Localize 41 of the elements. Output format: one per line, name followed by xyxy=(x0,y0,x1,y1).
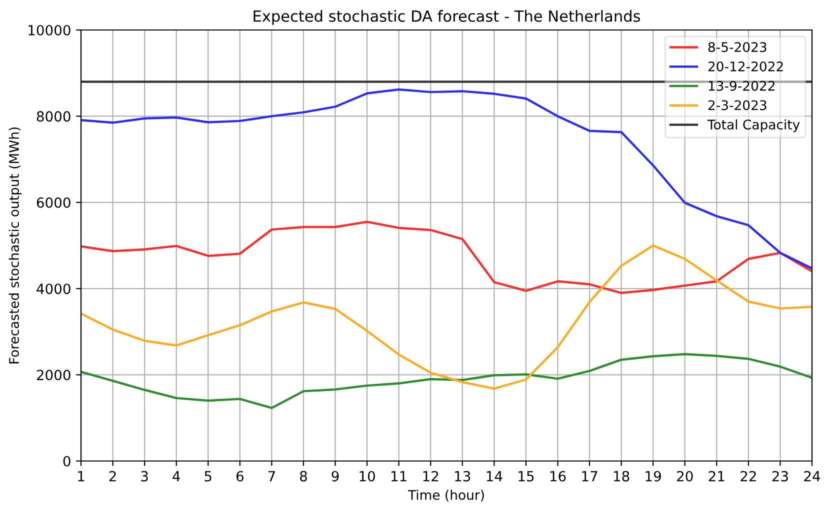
x-tick-label: 21 xyxy=(708,470,724,482)
x-tick-label: 23 xyxy=(772,470,788,482)
x-tick-label: 16 xyxy=(550,470,566,482)
legend-label: Total Capacity xyxy=(707,119,800,132)
y-tick-label: 6000 xyxy=(36,197,70,208)
x-tick-label: 6 xyxy=(236,470,244,482)
x-tick-label: 15 xyxy=(518,471,534,482)
x-tick-label: 2 xyxy=(109,470,116,482)
line-series xyxy=(81,353,812,410)
y-tick-label: 2000 xyxy=(36,370,70,380)
line-series xyxy=(81,244,812,390)
legend-label: 20-12-2022 xyxy=(708,61,783,72)
y-tick-label: 8000 xyxy=(36,111,70,122)
x-tick-label: 17 xyxy=(582,471,598,482)
x-tick-label: 14 xyxy=(486,471,502,482)
x-tick-label: 20 xyxy=(677,470,693,482)
y-tick-label: 0 xyxy=(63,456,70,466)
y-tick-label: 4000 xyxy=(36,284,70,294)
legend-label: 8-5-2023 xyxy=(708,42,766,52)
x-tick-label: 12 xyxy=(423,470,438,482)
x-tick-label: 24 xyxy=(804,470,820,482)
x-tick-label: 3 xyxy=(141,470,148,482)
y-axis-title: Forecasted stochastic output (MWh) xyxy=(8,127,22,364)
x-tick-label: 10 xyxy=(360,470,375,482)
x-tick-label: 4 xyxy=(172,471,180,482)
chart-title: Expected stochastic DA forecast - The Netherlands xyxy=(254,10,640,25)
x-tick-label: 5 xyxy=(204,471,212,482)
legend-label: 2-3-2023 xyxy=(708,100,766,110)
x-tick-label: 9 xyxy=(332,470,339,482)
legend-label: 13-9-2022 xyxy=(708,80,774,91)
x-axis-title: Time (hour) xyxy=(408,490,484,502)
y-tick-label: 10000 xyxy=(28,24,70,36)
line-series xyxy=(81,220,812,294)
x-tick-label: 18 xyxy=(614,470,630,482)
x-tick-label: 8 xyxy=(300,470,307,482)
x-tick-label: 1 xyxy=(78,471,84,482)
x-tick-label: 19 xyxy=(646,470,661,482)
x-tick-label: 7 xyxy=(268,471,275,482)
x-tick-label: 13 xyxy=(455,470,470,482)
x-tick-label: 11 xyxy=(392,471,406,482)
x-tick-label: 22 xyxy=(740,470,756,482)
